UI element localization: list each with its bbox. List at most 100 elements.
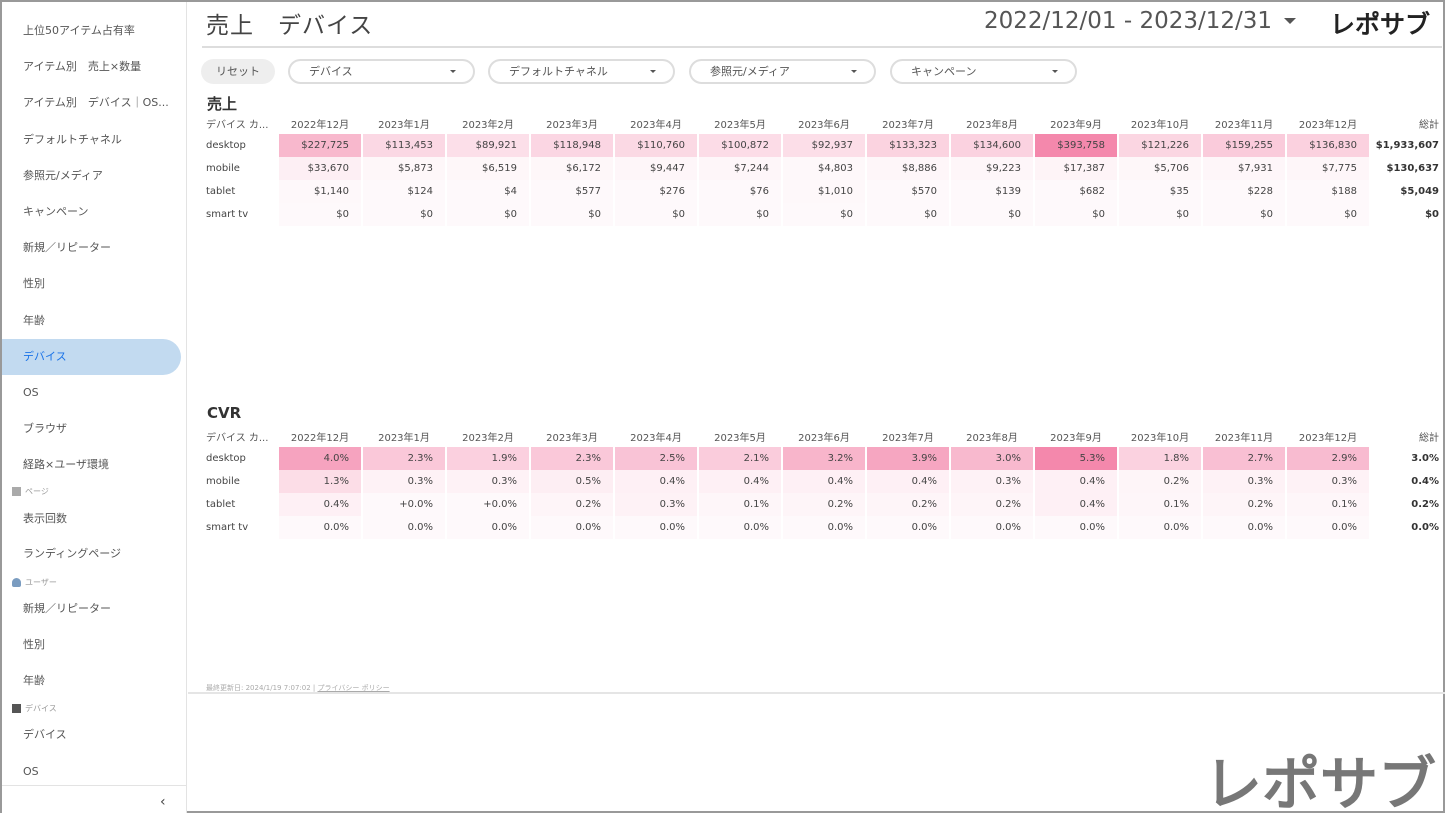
- heat-cell: 3.9%: [867, 447, 949, 470]
- filter-default-channel[interactable]: デフォルトチャネル: [488, 59, 675, 84]
- dropdown-caret-icon: [650, 70, 656, 73]
- heat-cell: 0.2%: [867, 493, 949, 516]
- chevron-down-icon[interactable]: [1284, 18, 1296, 24]
- heat-cell: $5,873: [363, 157, 445, 180]
- filter-label: デバイス: [309, 65, 353, 78]
- sidebar-item[interactable]: 性別: [23, 277, 45, 291]
- header-row: デバイス カ... 2022年12月 2023年1月 2023年2月 2023年3月 20…: [206, 425, 1439, 447]
- sidebar-item[interactable]: 新規／リピーター: [23, 602, 111, 615]
- heat-cell: 0.4%: [699, 470, 781, 493]
- total-header: 総計: [1419, 119, 1439, 131]
- month-header: 2023年4月: [630, 432, 682, 444]
- sidebar-item[interactable]: デバイス: [2, 338, 181, 375]
- heat-cell: 0.0%: [783, 516, 865, 539]
- month-header: 2023年9月: [1050, 119, 1102, 131]
- heat-cell: $228: [1203, 180, 1285, 203]
- sidebar-item[interactable]: デバイス: [23, 728, 67, 741]
- sales-title: 売上: [207, 95, 238, 113]
- heat-cell: $0: [363, 203, 445, 226]
- sidebar-item[interactable]: 表示回数: [23, 512, 67, 525]
- month-header: 2023年11月: [1214, 119, 1274, 131]
- row-total: $0: [1425, 209, 1439, 220]
- heat-cell: 3.0%: [951, 447, 1033, 470]
- header-row: デバイス カ... 2022年12月 2023年1月 2023年2月 2023年3月 20…: [206, 112, 1439, 134]
- heat-cell: 0.0%: [1119, 516, 1201, 539]
- heat-cell: $4: [447, 180, 529, 203]
- section-device: デバイス: [12, 703, 57, 714]
- heat-cell: $0: [783, 203, 865, 226]
- sidebar-item[interactable]: デフォルトチャネル: [23, 132, 122, 146]
- privacy-policy-link[interactable]: プライバシー ポリシー: [317, 684, 390, 692]
- date-range-picker[interactable]: 2022/12/01 - 2023/12/31: [984, 8, 1273, 34]
- sidebar-item[interactable]: キャンペーン: [23, 205, 89, 218]
- sidebar-item[interactable]: アイテム別 デバイス｜OS...: [23, 96, 169, 110]
- main-content: 売上 デバイス 2022/12/01 - 2023/12/31 レポサブ リセッ…: [188, 2, 1445, 818]
- sidebar-item[interactable]: 年齢: [23, 674, 45, 687]
- sidebar-item[interactable]: 新規／リピーター: [23, 241, 111, 255]
- sidebar-item[interactable]: ランディングページ: [23, 547, 122, 560]
- reset-button[interactable]: リセット: [201, 59, 275, 84]
- heat-cell: 0.4%: [867, 470, 949, 493]
- heat-cell: $136,830: [1287, 134, 1369, 157]
- row-total: 0.0%: [1411, 522, 1439, 533]
- heat-cell: $1,010: [783, 180, 865, 203]
- row-label: mobile: [206, 476, 240, 487]
- page-icon: [12, 487, 21, 496]
- heat-cell: $4,803: [783, 157, 865, 180]
- heat-cell: 0.3%: [615, 493, 697, 516]
- sidebar-item[interactable]: OS: [23, 386, 39, 399]
- sidebar-item[interactable]: 経路×ユーザ環境: [23, 458, 109, 472]
- month-header: 2023年6月: [798, 432, 850, 444]
- filter-campaign[interactable]: キャンペーン: [890, 59, 1077, 84]
- heat-cell: $5,706: [1119, 157, 1201, 180]
- heat-cell: 0.0%: [531, 516, 613, 539]
- heat-cell: 2.5%: [615, 447, 697, 470]
- page-title: 売上 デバイス: [206, 13, 374, 39]
- heat-cell: 0.0%: [951, 516, 1033, 539]
- sidebar-item[interactable]: アイテム別 売上×数量: [23, 60, 142, 74]
- sidebar-item[interactable]: OS: [23, 765, 39, 778]
- heat-cell: $570: [867, 180, 949, 203]
- month-header: 2023年8月: [966, 432, 1018, 444]
- filter-label: キャンペーン: [911, 65, 977, 78]
- sales-pivot-table: デバイス カ... 2022年12月 2023年1月 2023年2月 2023年3月 20…: [204, 112, 1441, 226]
- row-total: 0.2%: [1411, 499, 1439, 510]
- heat-cell: $139: [951, 180, 1033, 203]
- table-row: tablet $1,140 $124 $4 $577 $276 $76 $1,010 $570 $…: [206, 180, 1439, 203]
- heat-cell: 0.0%: [1203, 516, 1285, 539]
- heat-cell: 0.2%: [1119, 470, 1201, 493]
- row-label: desktop: [206, 140, 246, 151]
- heat-cell: 2.3%: [531, 447, 613, 470]
- heat-cell: 0.5%: [531, 470, 613, 493]
- month-header: 2023年3月: [546, 432, 598, 444]
- filter-device[interactable]: デバイス: [288, 59, 475, 84]
- heat-cell: 0.0%: [867, 516, 949, 539]
- sidebar-item[interactable]: 性別: [23, 638, 45, 651]
- heat-cell: 0.0%: [1287, 516, 1369, 539]
- dropdown-caret-icon: [1052, 70, 1058, 73]
- heat-cell: $0: [279, 203, 361, 226]
- table-row: desktop $227,725 $113,453 $89,921 $118,948 $1…: [206, 134, 1439, 157]
- heat-cell: 2.3%: [363, 447, 445, 470]
- table-row: tablet 0.4% +0.0% +0.0% 0.2% 0.3% 0.1% 0.2% 0.2%…: [206, 493, 1439, 516]
- heat-cell: 0.0%: [1035, 516, 1117, 539]
- sidebar-item[interactable]: 年齢: [23, 313, 45, 327]
- filter-source-medium[interactable]: 参照元/メディア: [689, 59, 876, 84]
- sidebar-item[interactable]: 上位50アイテム占有率: [23, 24, 135, 37]
- heat-cell: 0.4%: [783, 470, 865, 493]
- heat-cell: 0.2%: [531, 493, 613, 516]
- sidebar-item[interactable]: ブラウザ: [23, 422, 67, 436]
- heat-cell: $121,226: [1119, 134, 1201, 157]
- row-label: desktop: [206, 453, 246, 464]
- heat-cell: $35: [1119, 180, 1201, 203]
- heat-cell: 0.2%: [783, 493, 865, 516]
- row-total: $5,049: [1400, 186, 1439, 197]
- heat-cell: $7,775: [1287, 157, 1369, 180]
- user-icon: [12, 578, 21, 587]
- heat-cell: $159,255: [1203, 134, 1285, 157]
- collapse-sidebar-button[interactable]: ‹: [2, 785, 187, 813]
- table-row: smart tv $0 $0 $0 $0 $0 $0 $0 $0 $0 $0 $0 $0 $0 $0: [206, 203, 1439, 226]
- sidebar-item[interactable]: 参照元/メディア: [23, 168, 103, 182]
- heat-cell: $9,223: [951, 157, 1033, 180]
- heat-cell: $89,921: [447, 134, 529, 157]
